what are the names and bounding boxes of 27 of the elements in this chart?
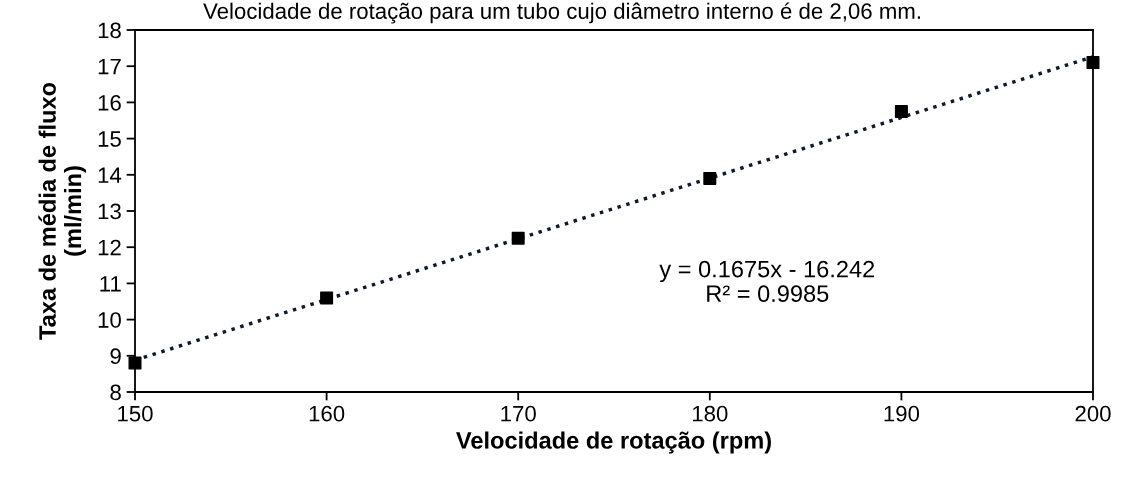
y-tick-label: 18 (98, 22, 121, 39)
x-tick-label: 170 (501, 405, 536, 422)
y-tick-label: 13 (98, 203, 121, 220)
chart-title: Velocidade de rotação para um tubo cujo diâmetro interno é de 2,06 mm. (203, 2, 920, 24)
point (703, 171, 717, 185)
x-tick-label: 200 (1075, 405, 1111, 422)
x-axis-title: Velocidade de rotação (rpm) (456, 431, 771, 454)
x-tick-label: 180 (692, 405, 728, 422)
y-axis-title: Taxa de média de fluxo (ml/min) (38, 82, 86, 340)
y-tick-label: 16 (98, 94, 121, 111)
point (1086, 56, 1100, 70)
x-tick-label: 160 (309, 405, 345, 422)
annotation: y = 0.1675x - 16.242 R² = 0.9985 (659, 260, 875, 303)
y-tick-label: 9 (110, 348, 121, 365)
y-tick-label: 12 (98, 239, 121, 256)
y-tick-label: 17 (98, 58, 121, 75)
y-tick-label: 14 (98, 167, 122, 183)
y-tick-label: 15 (98, 131, 121, 147)
y-tick-label: 10 (98, 312, 121, 328)
point (894, 104, 908, 118)
x-tick-label: 150 (118, 405, 153, 422)
y-tick-label: 11 (100, 276, 121, 292)
point (511, 231, 525, 245)
x-tick-label: 190 (884, 405, 920, 422)
point (128, 356, 142, 370)
y-tick-label: 8 (110, 384, 121, 401)
point (320, 291, 334, 305)
